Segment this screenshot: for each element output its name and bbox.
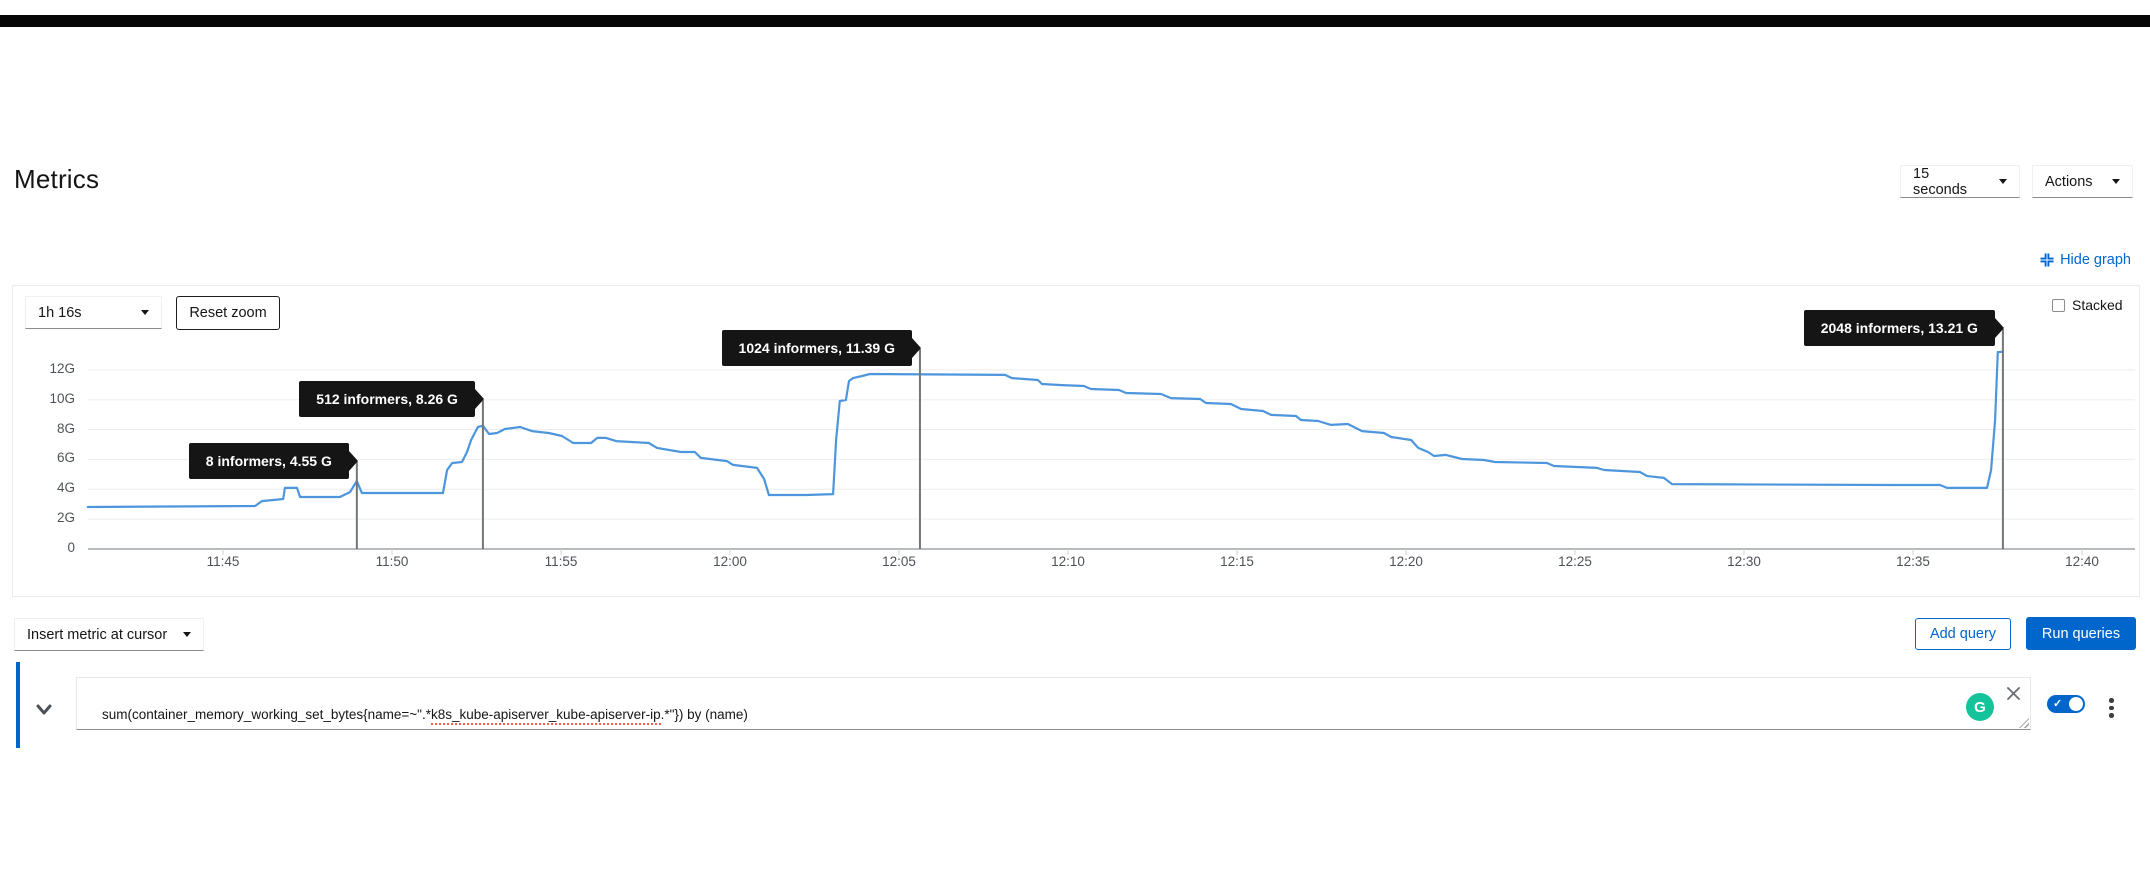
textarea-resize-handle[interactable] — [2019, 718, 2029, 728]
y-axis-label: 8G — [56, 420, 75, 436]
x-axis-label: 12:30 — [1727, 554, 1761, 569]
reset-zoom-button[interactable]: Reset zoom — [176, 296, 280, 330]
stacked-label: Stacked — [2072, 297, 2123, 313]
y-axis-label: 6G — [56, 450, 75, 466]
add-query-button[interactable]: Add query — [1915, 618, 2011, 650]
y-axis-label: 2G — [56, 510, 75, 526]
stacked-checkbox[interactable] — [2052, 298, 2065, 312]
caret-down-icon — [183, 632, 191, 637]
y-axis-label: 10G — [49, 390, 75, 406]
compress-icon — [2040, 253, 2054, 267]
kebab-dot — [2109, 705, 2114, 711]
kebab-dot — [2109, 713, 2114, 718]
x-axis-label: 12:20 — [1389, 554, 1423, 569]
x-axis-label: 12:40 — [2065, 554, 2099, 569]
x-axis-label: 12:25 — [1558, 554, 1592, 569]
query-enabled-toggle[interactable]: ✓ — [2047, 695, 2085, 713]
x-axis-label: 11:50 — [375, 554, 409, 569]
y-axis-label: 12G — [49, 360, 75, 376]
kebab-dot — [2109, 698, 2114, 703]
caret-down-icon — [141, 310, 149, 315]
x-axis-label: 12:05 — [882, 554, 916, 569]
annotation-tooltip: 512 informers, 8.26 G — [299, 381, 475, 417]
x-axis-label: 12:10 — [1051, 554, 1085, 569]
check-icon: ✓ — [2053, 697, 2063, 710]
kebab-menu-button[interactable] — [2105, 696, 2118, 720]
grammarly-icon[interactable]: G — [1966, 693, 1994, 721]
hide-graph-label: Hide graph — [2060, 252, 2131, 268]
close-icon[interactable] — [2006, 686, 2021, 701]
page-title: Metrics — [14, 164, 100, 194]
time-range-value: 1h 16s — [38, 304, 82, 321]
caret-down-icon — [1999, 179, 2007, 184]
query-text-flagged: k8s_kube-apiserver_kube-apiserver-ip — [430, 707, 661, 725]
refresh-interval-select[interactable]: 15 seconds — [1900, 165, 2020, 198]
x-axis-label: 12:35 — [1896, 554, 1930, 569]
x-axis-label: 11:45 — [206, 554, 240, 569]
x-axis-label: 12:00 — [713, 554, 747, 569]
query-text-suffix: .*"}) by (name) — [660, 707, 748, 722]
actions-dropdown[interactable]: Actions — [2032, 165, 2133, 198]
y-axis-label: 4G — [56, 480, 75, 496]
query-expression-input[interactable]: sum(container_memory_working_set_bytes{n… — [76, 677, 2031, 730]
time-range-select[interactable]: 1h 16s — [25, 296, 162, 329]
stacked-control: Stacked — [2052, 297, 2123, 313]
x-axis-label: 11:55 — [544, 554, 578, 569]
top-bar — [0, 15, 2150, 27]
insert-metric-label: Insert metric at cursor — [27, 626, 168, 643]
chevron-down-icon[interactable] — [36, 704, 52, 715]
annotation-tooltip: 1024 informers, 11.39 G — [721, 330, 912, 366]
toggle-knob — [2069, 697, 2083, 711]
annotation-tooltip: 2048 informers, 13.21 G — [1803, 310, 1995, 346]
hide-graph-link[interactable]: Hide graph — [2040, 252, 2131, 268]
query-row-accent-bar — [16, 662, 20, 748]
run-queries-button[interactable]: Run queries — [2026, 617, 2136, 650]
caret-down-icon — [2112, 179, 2120, 184]
refresh-interval-value: 15 seconds — [1913, 165, 1968, 198]
y-axis-label: 0 — [67, 540, 75, 555]
actions-label: Actions — [2045, 173, 2093, 190]
x-axis-label: 12:15 — [1220, 554, 1254, 569]
query-text-prefix: sum(container_memory_working_set_bytes{n… — [102, 707, 431, 722]
annotation-tooltip: 8 informers, 4.55 G — [188, 443, 349, 479]
insert-metric-select[interactable]: Insert metric at cursor — [14, 618, 204, 651]
